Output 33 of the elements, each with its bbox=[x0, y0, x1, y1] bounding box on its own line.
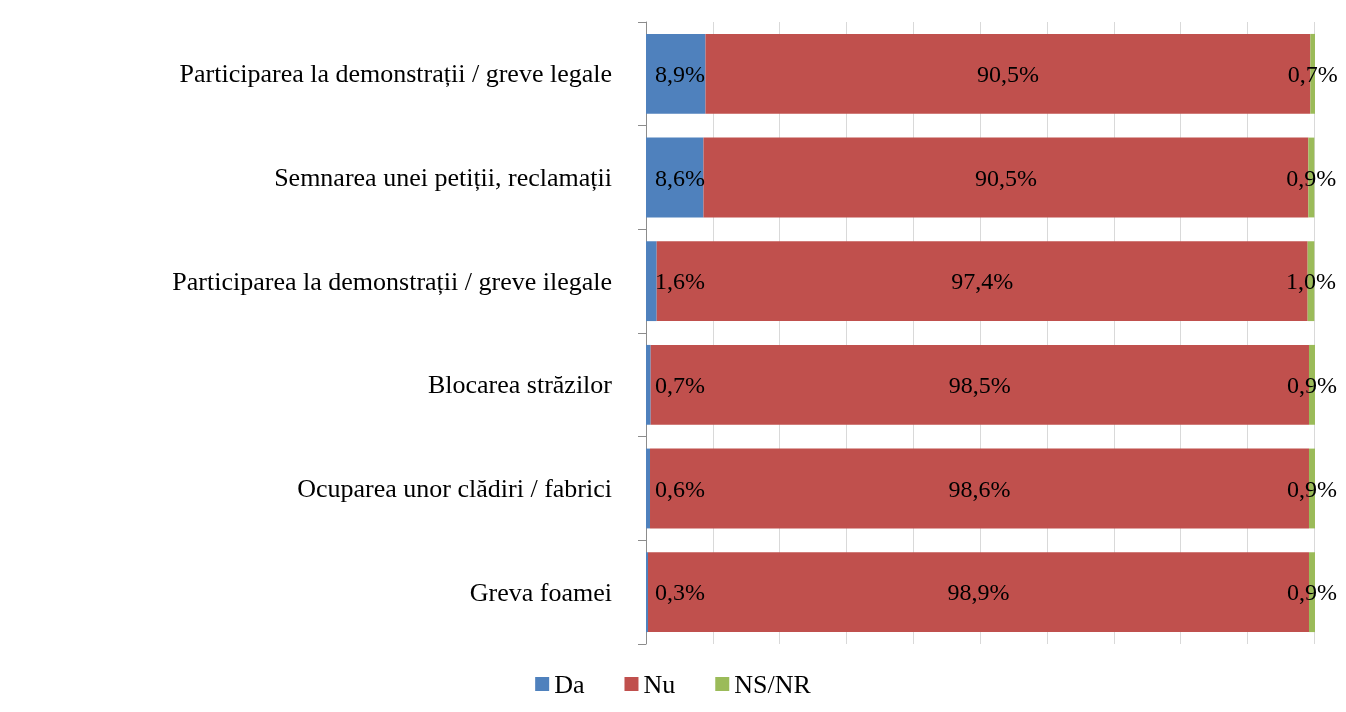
data-label: 0,9% bbox=[1286, 475, 1337, 502]
data-label: 98,6% bbox=[948, 475, 1011, 502]
data-label: 0,7% bbox=[655, 371, 705, 398]
data-label: 0,9% bbox=[1286, 579, 1337, 606]
y-tick-label: Semnarea unei petiții, reclamații bbox=[274, 163, 612, 192]
data-label: 90,5% bbox=[976, 60, 1039, 87]
legend-label: Nu bbox=[643, 669, 676, 699]
data-label: 0,9% bbox=[1286, 371, 1337, 398]
data-label: 8,6% bbox=[655, 164, 705, 191]
data-label: 98,9% bbox=[947, 579, 1010, 606]
bar bbox=[646, 448, 651, 529]
data-label: 0,9% bbox=[1286, 164, 1337, 191]
y-tick-label: Blocarea străzilor bbox=[427, 370, 613, 400]
bar bbox=[646, 137, 704, 218]
data-label: 98,5% bbox=[948, 371, 1011, 398]
y-tick-label: Ocuparea unor clădiri / fabrici bbox=[297, 474, 612, 503]
data-label: 0,6% bbox=[655, 475, 705, 502]
bar bbox=[646, 33, 706, 114]
y-tick-label: Participarea la demonstrații / greve ilegale bbox=[172, 266, 612, 296]
bar bbox=[646, 552, 649, 633]
data-label: 0,3% bbox=[655, 579, 705, 606]
bar bbox=[646, 241, 657, 322]
data-label: 1,0% bbox=[1285, 268, 1336, 295]
legend-label: NS/NR bbox=[734, 669, 812, 699]
bar bbox=[646, 344, 651, 425]
data-label: 8,9% bbox=[655, 60, 705, 87]
data-label: 90,5% bbox=[974, 164, 1037, 191]
data-label: 97,4% bbox=[951, 268, 1014, 295]
data-label: 0,7% bbox=[1287, 60, 1338, 87]
y-tick-label: Greva foamei bbox=[469, 577, 612, 607]
data-label: 1,6% bbox=[655, 268, 705, 295]
y-tick-label: Participarea la demonstrații / greve legale bbox=[179, 59, 612, 89]
legend-label: Da bbox=[554, 669, 585, 699]
